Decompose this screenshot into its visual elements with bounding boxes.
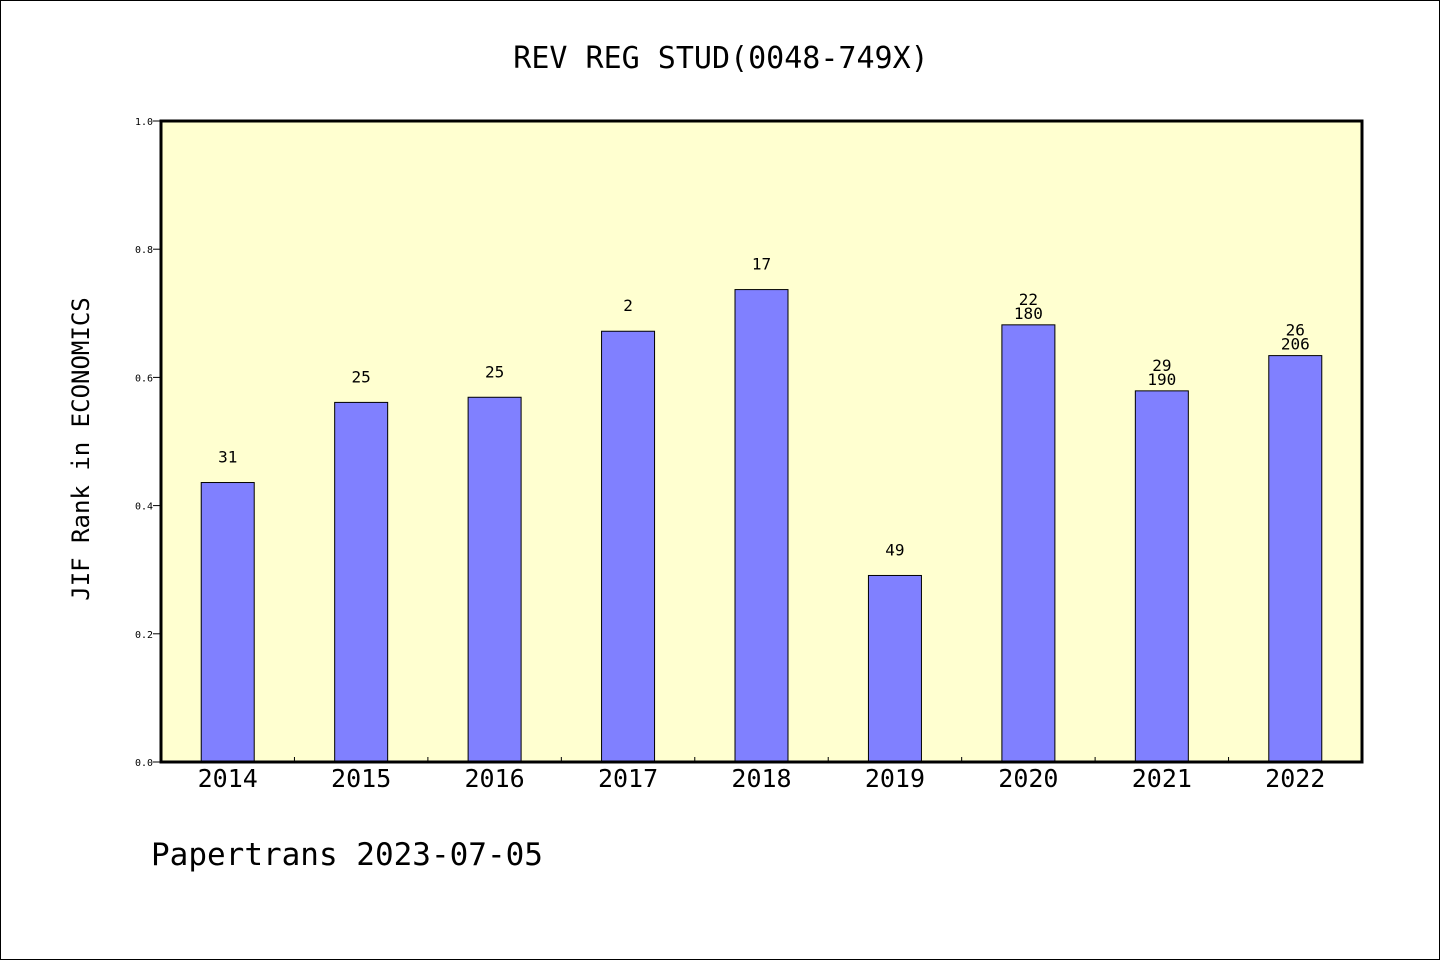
y-tick-label: 0.2 — [135, 630, 153, 641]
footer-source-date: Papertrans 2023-07-05 — [151, 837, 543, 873]
bar-2020 — [1001, 324, 1056, 763]
x-tick-label: 2018 — [731, 764, 791, 793]
y-tick-label: 0.0 — [135, 758, 153, 769]
x-tick-label: 2015 — [331, 764, 391, 793]
bar-label-rank: 2 — [623, 296, 633, 315]
y-tick-label: 0.4 — [135, 502, 153, 513]
bar-2019 — [867, 574, 922, 763]
bar-label-total: 180 — [1014, 304, 1043, 323]
bar-label-rank: 25 — [485, 362, 504, 381]
bar-2021 — [1134, 390, 1189, 763]
bar-2017 — [601, 330, 656, 763]
bar-label-total: 190 — [1147, 370, 1176, 389]
y-tick-label: 0.6 — [135, 373, 153, 384]
bars-layer — [200, 289, 1323, 763]
y-axis: 0.0 0.2 0.4 0.6 0.8 1.0 — [135, 117, 161, 769]
bar-2022 — [1268, 355, 1323, 763]
bar-label-total: 206 — [1281, 335, 1310, 354]
y-axis-label: JIF Rank in ECONOMICS — [67, 297, 95, 600]
bar-2014 — [200, 482, 255, 763]
x-tick-label: 2016 — [465, 764, 525, 793]
bar-label-rank: 31 — [218, 448, 237, 467]
y-tick-label: 1.0 — [135, 117, 153, 128]
bar-label-rank: 25 — [352, 367, 371, 386]
y-tick-label: 0.8 — [135, 245, 153, 256]
x-tick-label: 2017 — [598, 764, 658, 793]
bar-label-rank: 17 — [752, 255, 771, 274]
x-tick-label: 2014 — [198, 764, 258, 793]
x-axis: 2014 2015 2016 2017 2018 2019 2020 2021 2022 — [198, 757, 1325, 793]
x-tick-label: 2021 — [1132, 764, 1192, 793]
bar-2018 — [734, 289, 789, 763]
bar-label-rank: 29 — [1152, 356, 1171, 375]
chart-title: REV REG STUD(0048-749X) — [513, 41, 928, 76]
bar-label-rank: 49 — [885, 540, 904, 559]
bar-2015 — [334, 401, 389, 763]
bar-label-rank: 26 — [1286, 321, 1305, 340]
plot-border — [159, 119, 1364, 764]
bar-label-rank: 22 — [1019, 290, 1038, 309]
x-tick-label: 2022 — [1265, 764, 1325, 793]
x-tick-label: 2019 — [865, 764, 925, 793]
x-tick-label: 2020 — [998, 764, 1058, 793]
bar-2016 — [467, 396, 522, 763]
